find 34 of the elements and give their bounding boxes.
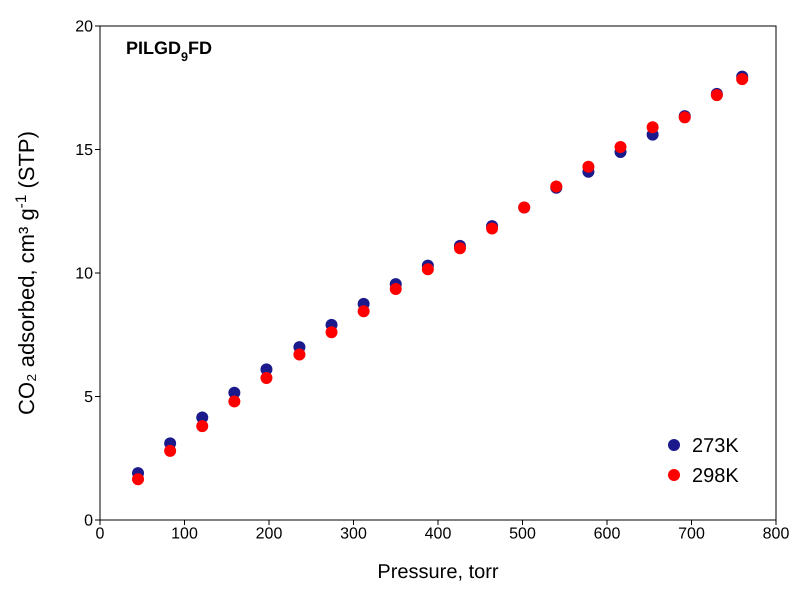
x-tick-label: 800 bbox=[762, 525, 790, 542]
point bbox=[614, 141, 627, 154]
y-tick-label: 20 bbox=[75, 18, 94, 36]
x-tick-label: 400 bbox=[424, 525, 452, 542]
text: PILGD$_{9}$FD bbox=[126, 38, 212, 64]
point bbox=[326, 326, 338, 338]
point bbox=[486, 222, 498, 235]
point bbox=[164, 444, 176, 457]
point bbox=[132, 473, 144, 486]
point bbox=[454, 242, 466, 254]
y-tick-label: 5 bbox=[84, 389, 94, 406]
point bbox=[390, 283, 402, 296]
point bbox=[646, 121, 659, 134]
point bbox=[196, 420, 208, 432]
x-tick-label: 600 bbox=[594, 525, 620, 542]
x-tick-label: 0 bbox=[96, 525, 105, 542]
legend-label: 298K bbox=[692, 465, 740, 487]
point bbox=[582, 160, 594, 173]
x-tick-label: 100 bbox=[171, 525, 198, 542]
x-tick-label: 300 bbox=[340, 525, 367, 542]
x-tick-label: 200 bbox=[256, 525, 282, 542]
point bbox=[293, 348, 306, 361]
point bbox=[736, 73, 748, 86]
point bbox=[228, 395, 240, 408]
x-tick-label: 700 bbox=[678, 525, 705, 542]
point bbox=[260, 372, 272, 384]
y-tick-label: 0 bbox=[84, 512, 94, 530]
y-tick-label: 10 bbox=[75, 266, 94, 283]
x-tick-label: 500 bbox=[509, 525, 536, 542]
point bbox=[422, 263, 434, 276]
y-tick-label: 15 bbox=[75, 142, 94, 160]
legend-label: 273K bbox=[692, 435, 740, 457]
x-axis-title: Pressure, torr bbox=[377, 561, 499, 583]
point bbox=[358, 305, 370, 318]
